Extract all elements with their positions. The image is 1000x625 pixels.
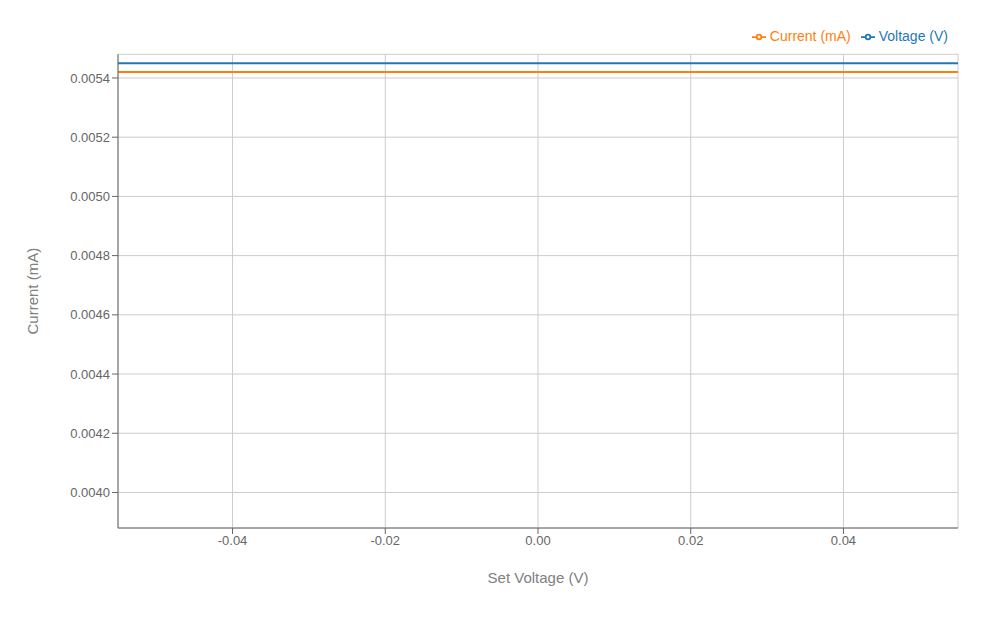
svg-text:0.0048: 0.0048 bbox=[70, 248, 110, 263]
html-text:Current (mA): Current (mA) bbox=[769, 28, 851, 44]
svg-text:0.0050: 0.0050 bbox=[70, 189, 110, 204]
svg-text:0.04: 0.04 bbox=[831, 533, 856, 548]
svg-text:0.00: 0.00 bbox=[525, 533, 550, 548]
svg-text:0.0040: 0.0040 bbox=[70, 485, 110, 500]
svg-text:0.0042: 0.0042 bbox=[70, 426, 110, 441]
svg-text:0.0052: 0.0052 bbox=[70, 130, 110, 145]
svg-text:-0.02: -0.02 bbox=[370, 533, 400, 548]
svg-text:Current (mA): Current (mA) bbox=[24, 248, 41, 335]
svg-text:0.0046: 0.0046 bbox=[70, 307, 110, 322]
svg-text:Set Voltage (V): Set Voltage (V) bbox=[488, 569, 589, 586]
svg-text:0.0054: 0.0054 bbox=[70, 71, 110, 86]
svg-text:-0.04: -0.04 bbox=[218, 533, 248, 548]
svg-text:0.02: 0.02 bbox=[678, 533, 703, 548]
svg-text:0.0044: 0.0044 bbox=[70, 367, 110, 382]
html-text:Voltage (V): Voltage (V) bbox=[878, 28, 948, 44]
